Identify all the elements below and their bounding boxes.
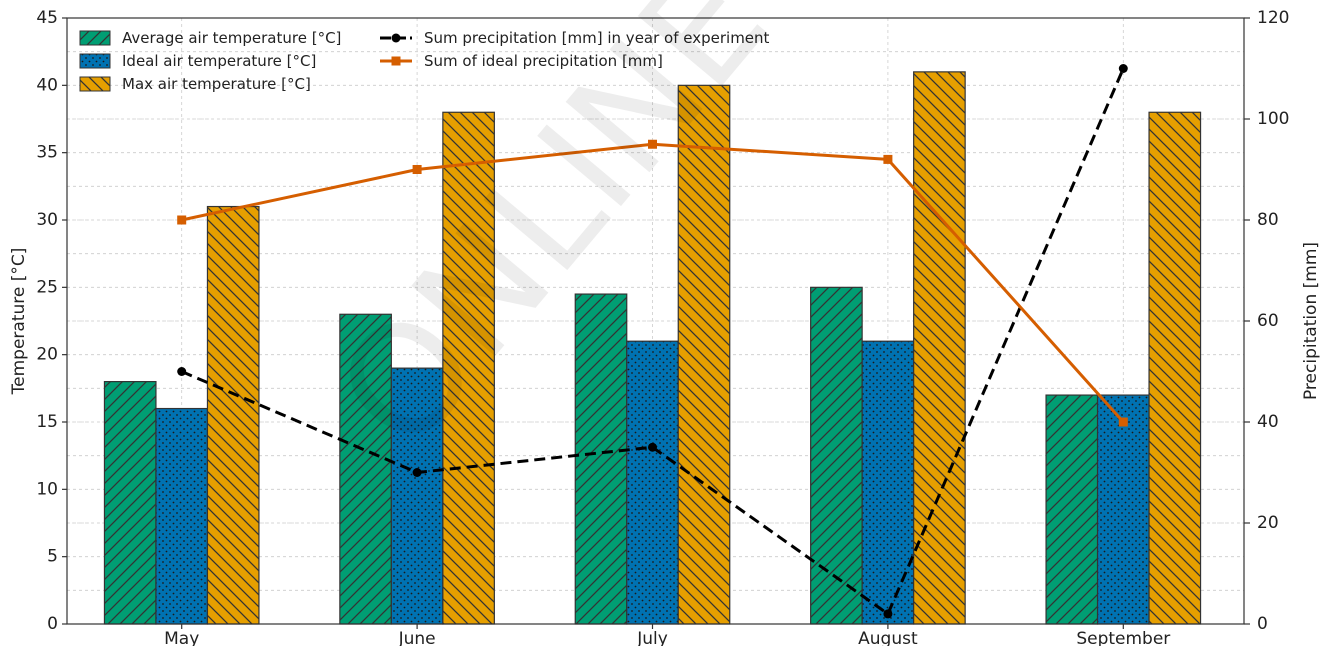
y-tick-label: 5	[47, 547, 58, 567]
axes: 0 5 10 15 20 25 30 35 40 45 0 20 40 60 80 100 120 May June…	[9, 8, 1321, 646]
x-tick-label: July	[636, 629, 668, 646]
series-line	[181, 67, 1125, 616]
legend-label: Max air temperature [°C]	[122, 75, 311, 93]
bar-hatch	[626, 340, 679, 625]
line-point	[177, 367, 187, 376]
y-tick-label: 40	[36, 75, 58, 95]
bar-hatch	[861, 340, 915, 625]
y2-tick-label: 0	[1257, 614, 1268, 634]
legend-marker	[391, 56, 401, 66]
y-tick-label: 10	[36, 479, 58, 499]
legend-label: Ideal air temperature [°C]	[122, 52, 316, 70]
y2-tick-label: 60	[1257, 311, 1279, 331]
legend-marker	[391, 33, 401, 43]
bar-hatch	[913, 71, 966, 625]
x-tick-label: September	[1076, 629, 1170, 646]
bar-hatch	[810, 286, 863, 625]
bar-hatch	[155, 407, 209, 625]
y2-tick-label: 40	[1257, 412, 1279, 432]
line-point	[883, 609, 893, 619]
y-tick-label: 25	[36, 277, 58, 297]
bar-hatch	[574, 293, 628, 625]
bars	[103, 71, 1202, 625]
y-tick-label: 20	[36, 345, 58, 365]
line-point	[1118, 64, 1128, 73]
legend-label: Average air temperature [°C]	[122, 29, 341, 47]
y2-tick-label: 120	[1257, 8, 1289, 28]
line-point	[412, 165, 422, 174]
y2-axis-title: Precipitation [mm]	[1301, 242, 1321, 400]
legend-swatch-hatch	[79, 76, 111, 92]
bar-hatch	[390, 367, 444, 625]
y2-tick-label: 100	[1257, 109, 1289, 129]
y-tick-label: 45	[36, 8, 58, 28]
bar-hatch	[103, 381, 157, 625]
y2-tick-label: 20	[1257, 513, 1279, 533]
legend-label: Sum precipitation [mm] in year of experi…	[424, 29, 770, 47]
lines	[177, 64, 1128, 619]
bar-hatch	[1045, 394, 1099, 625]
x-tick-label: June	[398, 629, 436, 646]
legend: Average air temperature [°C] Ideal air te…	[79, 29, 770, 93]
bar-hatch	[677, 84, 731, 625]
y2-tick-label: 80	[1257, 210, 1279, 230]
legend-swatch-hatch	[79, 53, 111, 69]
bar-hatch	[339, 313, 392, 625]
line-point	[648, 139, 657, 149]
line-point	[412, 468, 422, 477]
bar-hatch	[442, 111, 495, 625]
bar-hatch	[206, 205, 260, 625]
legend-swatch-hatch	[79, 30, 111, 46]
bar-hatch	[1148, 111, 1202, 625]
y-tick-label: 15	[36, 412, 58, 432]
y-tick-label: 30	[36, 210, 58, 230]
line-point	[883, 154, 893, 164]
line-point	[648, 442, 657, 452]
y-axis-title: Temperature [°C]	[9, 248, 29, 396]
legend-label: Sum of ideal precipitation [mm]	[424, 52, 663, 70]
line-point	[177, 215, 187, 225]
line-point	[1118, 417, 1128, 427]
x-tick-label: August	[858, 629, 918, 646]
x-tick-label: May	[164, 629, 199, 646]
y-tick-label: 35	[36, 143, 58, 163]
bar-hatch	[1096, 394, 1150, 625]
y-tick-label: 0	[47, 614, 58, 634]
